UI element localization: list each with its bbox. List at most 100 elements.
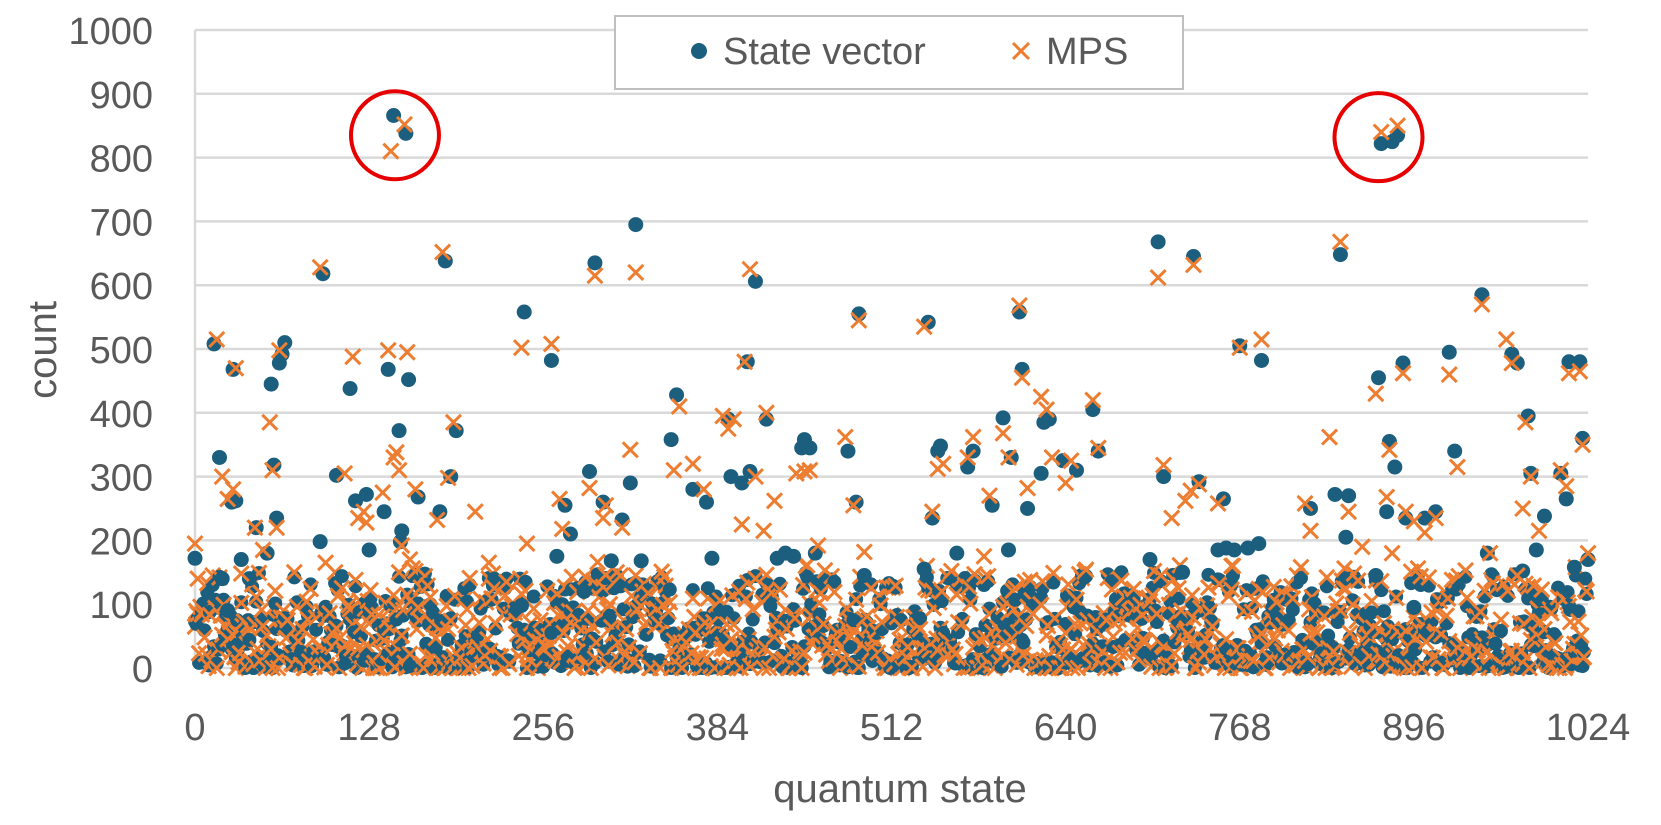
data-point [329, 618, 344, 633]
y-tick-label: 1000 [68, 11, 153, 53]
data-point [612, 566, 630, 585]
data-point [391, 423, 407, 439]
x-tick-label: 1024 [1546, 707, 1631, 749]
data-point [975, 547, 993, 565]
data-point-stroke [289, 632, 307, 650]
data-point [502, 654, 517, 669]
data-point-stroke [302, 580, 320, 598]
data-point [1439, 616, 1454, 631]
y-tick-label: 900 [90, 75, 153, 117]
y-tick-label: 800 [90, 139, 153, 181]
data-point [321, 604, 339, 622]
data-point [1368, 567, 1384, 583]
data-point [1331, 233, 1349, 251]
data-point-stroke [556, 578, 574, 596]
data-point [1340, 503, 1358, 521]
data-point [233, 552, 249, 568]
data-point [303, 577, 318, 592]
data-point [1341, 488, 1357, 504]
x-tick-label: 128 [337, 707, 400, 749]
data-point-stroke [387, 600, 405, 618]
data-point-stroke [597, 566, 615, 584]
data-point [1558, 491, 1574, 507]
data-point-stroke [609, 633, 627, 652]
data-point-stroke [599, 656, 618, 675]
data-point [1251, 536, 1267, 552]
data-point [361, 542, 377, 558]
data-point [1406, 599, 1422, 615]
data-point [1448, 458, 1466, 476]
data-point [327, 619, 346, 638]
data-point-stroke [406, 562, 424, 580]
data-point [1003, 449, 1019, 465]
data-point [361, 581, 380, 599]
data-point-stroke [531, 611, 550, 629]
data-point [249, 594, 264, 609]
data-point [1528, 542, 1544, 558]
data-point [516, 304, 532, 320]
data-point-stroke [401, 645, 419, 663]
y-tick-label: 700 [90, 202, 153, 244]
data-point [755, 522, 773, 540]
data-point [232, 594, 250, 612]
data-point-stroke [601, 595, 619, 613]
data-point [387, 443, 405, 461]
data-point [277, 335, 293, 351]
data-point-stroke [363, 605, 381, 623]
data-point [994, 424, 1012, 442]
data-point [1488, 636, 1503, 651]
data-point [443, 611, 458, 626]
data-point [580, 479, 599, 497]
data-point [441, 632, 456, 647]
data-point [1055, 453, 1071, 469]
data-point [266, 582, 284, 600]
data-point-stroke [482, 589, 501, 608]
data-point-stroke [327, 619, 346, 638]
data-point [1327, 486, 1343, 502]
data-point [421, 588, 439, 606]
data-point [482, 589, 501, 608]
legend-label-mps: MPS [1046, 31, 1128, 73]
data-point [1379, 504, 1395, 520]
data-point-stroke [517, 582, 535, 600]
data-point-stroke [254, 617, 272, 635]
data-point [1383, 544, 1401, 562]
data-point-stroke [416, 567, 434, 585]
data-point-stroke [247, 588, 265, 606]
data-point [398, 343, 416, 361]
data-point [1566, 559, 1582, 575]
data-point [802, 440, 818, 456]
data-point [263, 376, 279, 392]
data-point [466, 503, 484, 521]
data-point [1000, 542, 1016, 558]
data-point [379, 341, 397, 359]
data-point-stroke [318, 656, 336, 674]
data-point [932, 438, 948, 454]
data-point [312, 534, 328, 550]
y-tick-label: 0 [132, 649, 153, 691]
data-point [579, 602, 597, 620]
y-tick-label: 300 [90, 458, 153, 500]
data-point [1440, 365, 1458, 384]
data-point [739, 354, 755, 370]
data-point [599, 656, 618, 675]
data-point-stroke [458, 600, 476, 618]
data-point [1514, 499, 1532, 518]
data-point [254, 617, 272, 635]
x-tick-label: 896 [1382, 707, 1445, 749]
data-point [594, 509, 612, 527]
data-point [460, 594, 475, 609]
data-point [840, 443, 856, 459]
data-point [704, 550, 720, 566]
data-point [459, 659, 477, 677]
data-point [393, 626, 411, 645]
data-point-stroke [297, 593, 316, 611]
data-point [380, 361, 396, 377]
data-point-stroke [232, 594, 250, 612]
data-point [1185, 248, 1201, 264]
data-point [344, 348, 362, 366]
data-point-stroke [631, 644, 649, 662]
data-point [741, 260, 759, 278]
data-point-stroke [285, 563, 303, 581]
data-point [297, 593, 316, 611]
